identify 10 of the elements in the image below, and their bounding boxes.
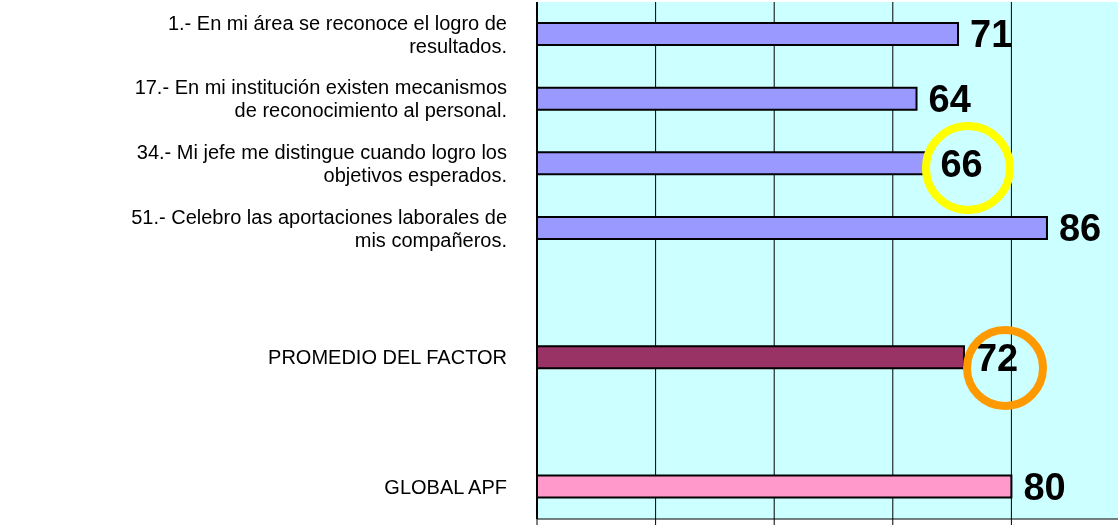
data-label: 64 bbox=[928, 78, 971, 121]
data-label: 86 bbox=[1058, 207, 1102, 250]
y-tick-label: 17.- En mi institución existen mecanismos de reconocimiento al personal. bbox=[134, 76, 507, 122]
data-label: 80 bbox=[1023, 465, 1066, 508]
y-tick-label: 51.- Celebro las aportaciones laborales de mis compañeros. bbox=[131, 205, 507, 251]
data-label: 66 bbox=[940, 142, 983, 185]
y-tick-label: PROMEDIO DEL FACTOR bbox=[268, 346, 507, 369]
y-tick-label: 34.- Mi jefe me distingue cuando logro los objetivos esperados. bbox=[136, 141, 507, 187]
y-tick-label: GLOBAL APF bbox=[384, 475, 507, 498]
y-tick-label: 1.- En mi área se reconoce el logro de resultados. bbox=[167, 11, 507, 57]
